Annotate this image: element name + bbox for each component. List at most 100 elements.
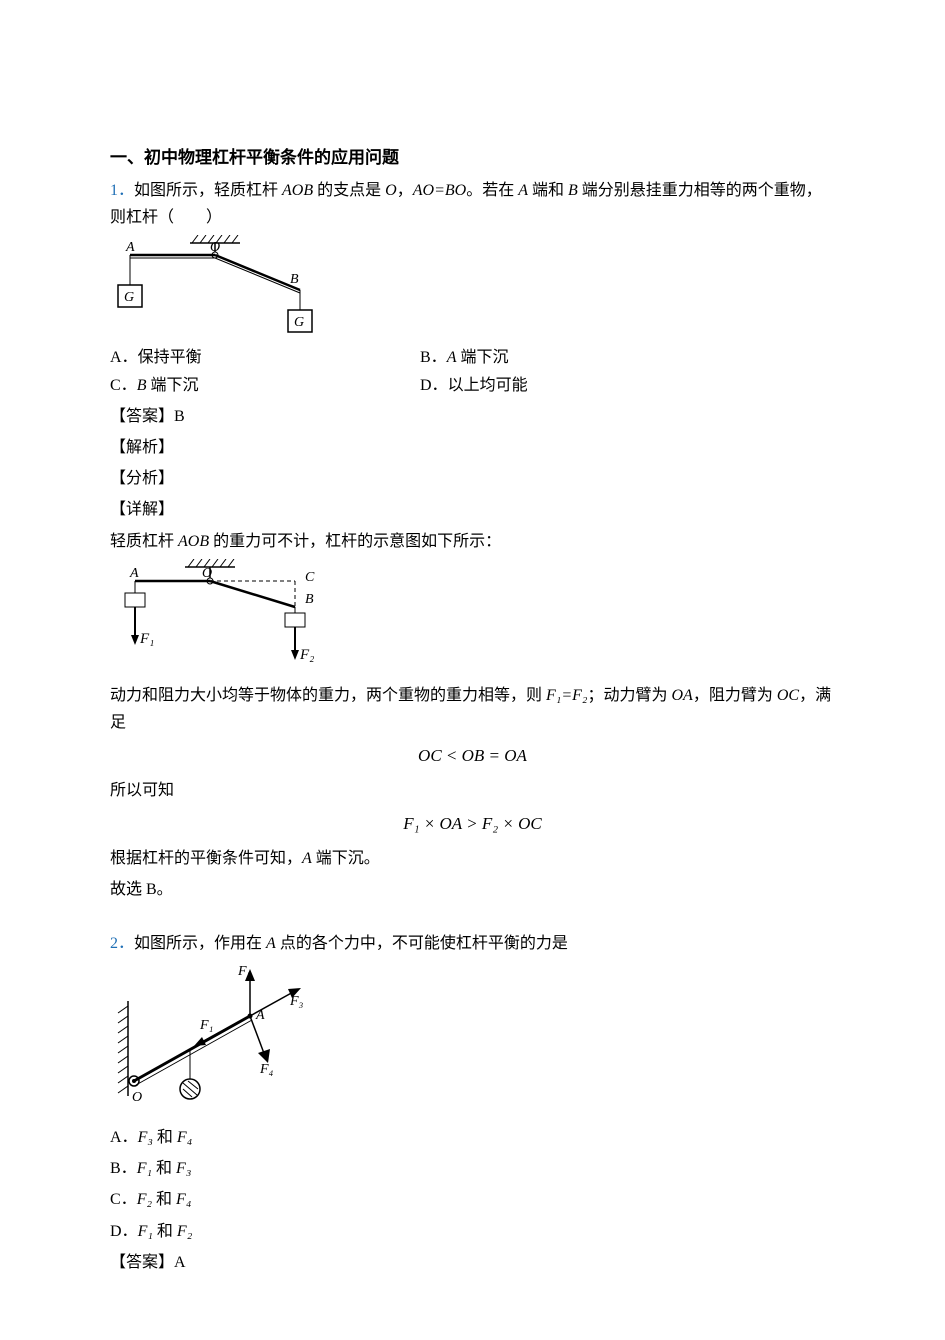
q2-optB: B．F₁ 和 F₃	[110, 1155, 835, 1182]
xj-aob: AOB	[178, 533, 209, 550]
q2-number: 2．	[110, 935, 134, 952]
q1-O: O	[385, 182, 397, 199]
p1a: 动力和阻力大小均等于物体的重力，两个重物的重力相等，则	[110, 687, 546, 704]
fig2-F1: F₁	[139, 631, 154, 647]
labA: A．	[110, 349, 138, 366]
q1-t3: ，	[397, 182, 413, 199]
page: 一、初中物理杠杆平衡条件的应用问题 1．如图所示，轻质杠杆 AOB 的支点是 O…	[0, 0, 945, 1340]
fig2-O: O	[202, 566, 212, 581]
q1-formula1: OC < OB = OA	[110, 742, 835, 771]
labC: C．	[110, 377, 137, 394]
txtC: 端下沉	[146, 377, 198, 394]
d2p1: F₁	[138, 1223, 153, 1240]
p2b: 端下沉。	[312, 850, 380, 867]
q1-A: A	[518, 182, 528, 199]
fig3-F3: F₃	[289, 994, 304, 1009]
xj2: 的重力可不计，杠杆的示意图如下所示：	[209, 533, 501, 550]
q1-optA: A．保持平衡	[110, 344, 420, 371]
section-title: 一、初中物理杠杆平衡条件的应用问题	[110, 144, 835, 173]
q2-optC: C．F₂ 和 F₄	[110, 1186, 835, 1213]
q1-xj-line: 轻质杠杆 AOB 的重力可不计，杠杆的示意图如下所示：	[110, 528, 835, 555]
p1c: ，阻力臂为	[693, 687, 777, 704]
q1-optD: D．以上均可能	[420, 372, 730, 399]
labD2: D．	[110, 1223, 138, 1240]
ans-val: B	[174, 408, 185, 425]
c2m: 和	[152, 1191, 176, 1208]
labD: D．	[420, 377, 448, 394]
q1-guxuan: 故选 B。	[110, 876, 835, 903]
q1-answer: 【答案】B	[110, 403, 835, 430]
q1-aob: AOB	[282, 182, 313, 199]
fig1-O: O	[210, 240, 220, 255]
fig3-F2: F₂	[237, 964, 252, 979]
q2-figure: O A F₁ F₂ F₃	[110, 961, 835, 1120]
q2-t2: 点的各个力中，不可能使杠杆平衡的力是	[276, 935, 568, 952]
c2p1: F₂	[137, 1191, 152, 1208]
q2-t1: 如图所示，作用在	[134, 935, 266, 952]
q2-stem: 2．如图所示，作用在 A 点的各个力中，不可能使杠杆平衡的力是	[110, 930, 835, 957]
q1-t4: 。若在	[466, 182, 518, 199]
p2A: A	[302, 850, 312, 867]
xj1: 轻质杠杆	[110, 533, 178, 550]
fig2-F2: F₂	[299, 647, 314, 663]
txtA: 保持平衡	[138, 349, 202, 366]
q1-fenxi: 【分析】	[110, 465, 835, 492]
q1-optB: B．A 端下沉	[420, 344, 730, 371]
q1-t5: 端和	[528, 182, 568, 199]
fig2-C: C	[305, 570, 315, 585]
fig2-A: A	[129, 566, 139, 581]
q1-formula2: F₁ × OA > F₂ × OC	[110, 810, 835, 839]
b2p1: F₁	[137, 1160, 152, 1177]
labB: B．	[420, 349, 447, 366]
p1b: ；动力臂为	[587, 687, 671, 704]
q1-text1: 动力和阻力大小均等于物体的重力，两个重物的重力相等，则 F₁=F₂；动力臂为 O…	[110, 682, 835, 736]
a2m: 和	[153, 1129, 177, 1146]
p1oc: OC	[777, 687, 799, 704]
q1-text2: 根据杠杆的平衡条件可知，A 端下沉。	[110, 845, 835, 872]
d2m: 和	[153, 1223, 177, 1240]
fig3-O: O	[132, 1090, 142, 1105]
q1-B: B	[568, 182, 578, 199]
c2p2: F₄	[176, 1191, 191, 1208]
d2p2: F₂	[177, 1223, 192, 1240]
fig3-F4: F₄	[259, 1062, 274, 1077]
ans-lab: 【答案】	[110, 408, 174, 425]
iC: B	[137, 377, 147, 394]
q2-optD: D．F₁ 和 F₂	[110, 1218, 835, 1245]
labA2: A．	[110, 1129, 138, 1146]
q2-optA: A．F₃ 和 F₄	[110, 1124, 835, 1151]
fig1-A: A	[125, 240, 135, 255]
spacer	[110, 908, 835, 926]
q1-options: A．保持平衡 B．A 端下沉 C．B 端下沉 D．以上均可能	[110, 344, 835, 398]
p1oa: OA	[672, 687, 693, 704]
b2m: 和	[152, 1160, 176, 1177]
p1eq: F₁=F₂	[546, 687, 587, 704]
labB2: B．	[110, 1160, 137, 1177]
q2-A: A	[266, 935, 276, 952]
fig1-B: B	[290, 272, 299, 287]
q1-stem: 1．如图所示，轻质杠杆 AOB 的支点是 O，AO=BO。若在 A 端和 B 端…	[110, 177, 835, 231]
q1-t2: 的支点是	[313, 182, 385, 199]
labC2: C．	[110, 1191, 137, 1208]
a2p2: F₄	[177, 1129, 192, 1146]
txtD: 以上均可能	[448, 377, 528, 394]
iB: A	[447, 349, 457, 366]
q1-figure-1: G G A O B	[110, 235, 835, 344]
txtB: 端下沉	[456, 349, 508, 366]
fig3-F1: F₁	[199, 1018, 213, 1033]
b2p2: F₃	[176, 1160, 191, 1177]
q1-jiexi: 【解析】	[110, 434, 835, 461]
ans2-val: A	[174, 1254, 186, 1271]
fig1-G1: G	[124, 290, 134, 305]
ans2-lab: 【答案】	[110, 1254, 174, 1271]
p2a: 根据杠杆的平衡条件可知，	[110, 850, 302, 867]
q1-soyi: 所以可知	[110, 777, 835, 804]
q2-answer: 【答案】A	[110, 1249, 835, 1276]
q1-eq: AO=BO	[413, 182, 466, 199]
q1-figure-2: F₁ F₂ A O C B	[110, 559, 835, 678]
fig1-G2: G	[294, 315, 304, 330]
q1-optC: C．B 端下沉	[110, 372, 420, 399]
fig2-B: B	[305, 592, 314, 607]
q1-number: 1．	[110, 182, 134, 199]
q1-xiangjie: 【详解】	[110, 496, 835, 523]
